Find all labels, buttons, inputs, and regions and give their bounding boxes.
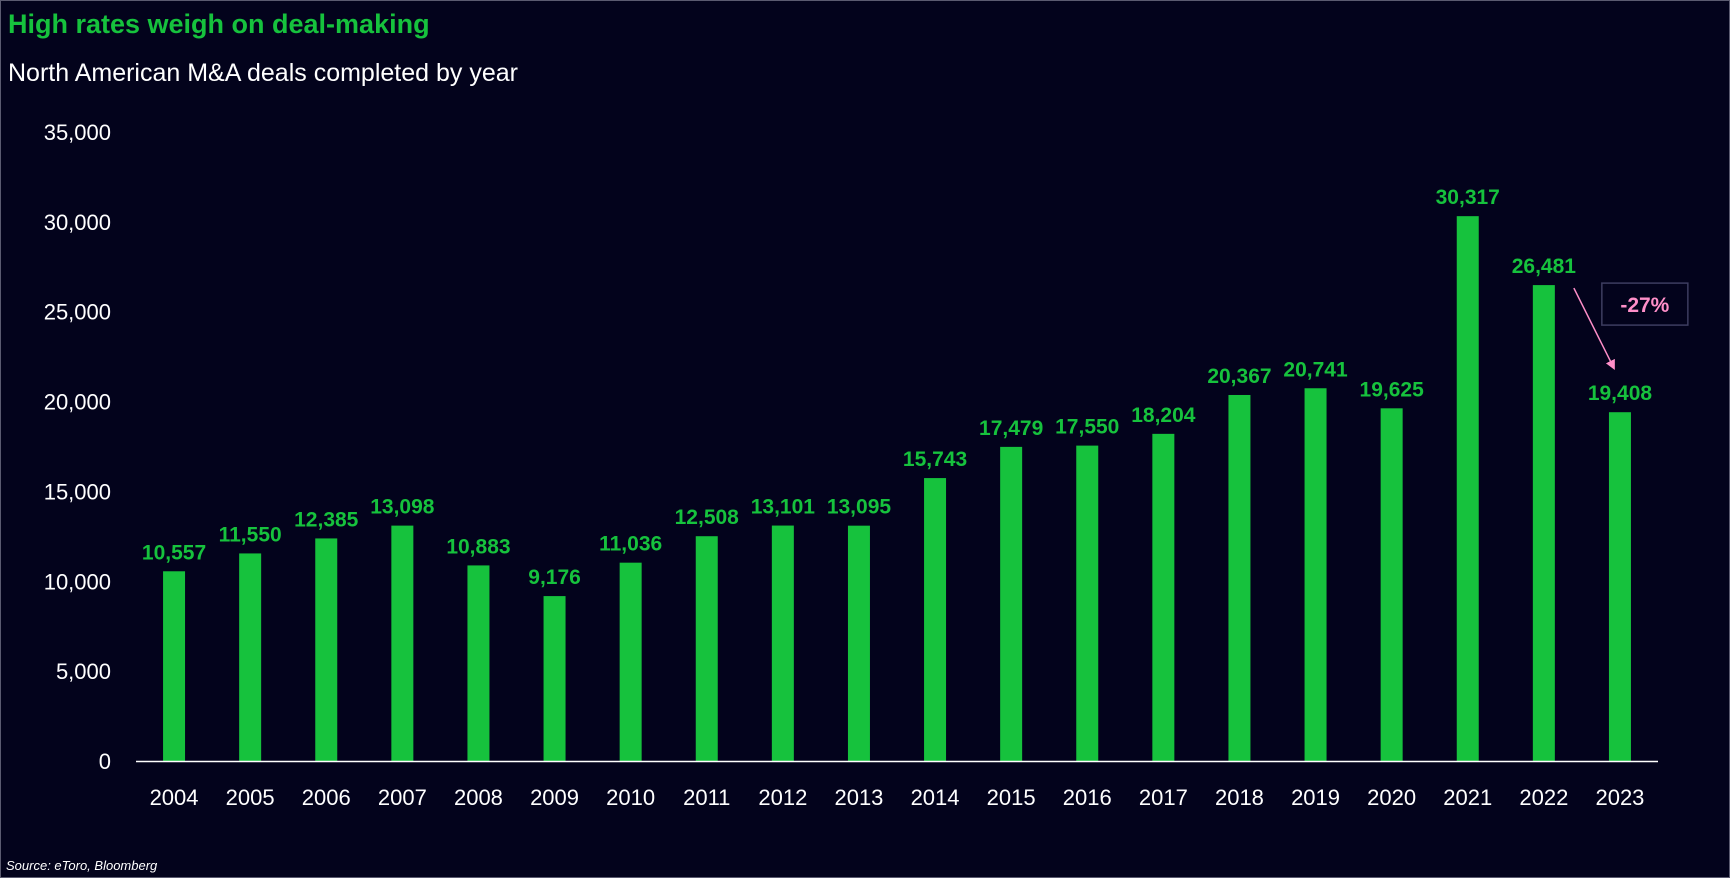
data-label: 12,508 — [675, 506, 740, 529]
data-label: 17,479 — [979, 417, 1043, 440]
x-tick-label: 2018 — [1215, 785, 1264, 810]
data-label: 9,176 — [528, 566, 581, 589]
y-tick-label: 10,000 — [44, 569, 111, 594]
bar — [467, 565, 490, 761]
data-label: 18,204 — [1131, 404, 1196, 427]
x-tick-label: 2016 — [1063, 785, 1112, 810]
x-tick-label: 2022 — [1519, 785, 1568, 810]
bar — [1152, 433, 1175, 761]
bar — [695, 536, 718, 761]
data-label: 20,367 — [1207, 365, 1271, 388]
data-label: 20,741 — [1283, 358, 1348, 381]
bar — [924, 478, 947, 761]
y-tick-label: 30,000 — [44, 210, 111, 235]
x-tick-label: 2011 — [683, 785, 730, 810]
bar — [315, 538, 338, 761]
change-annotation: -27% — [1573, 282, 1689, 370]
x-tick-label: 2017 — [1139, 785, 1188, 810]
x-tick-label: 2015 — [987, 785, 1036, 810]
y-tick-label: 25,000 — [44, 300, 111, 325]
bar — [1608, 412, 1631, 761]
x-tick-label: 2014 — [911, 785, 960, 810]
annotation-box — [1601, 282, 1689, 326]
x-tick-label: 2023 — [1595, 785, 1644, 810]
data-label: 15,743 — [903, 448, 967, 471]
data-label: 17,550 — [1055, 416, 1119, 439]
bar — [1000, 446, 1023, 761]
bar — [847, 525, 870, 761]
x-tick-label: 2020 — [1367, 785, 1416, 810]
x-tick-label: 2005 — [226, 785, 275, 810]
y-tick-label: 5,000 — [56, 659, 111, 684]
data-label: 13,101 — [751, 496, 816, 519]
data-labels: 10,557 11,550 12,385 13,098 10,883 9,176 11,03… — [142, 186, 1652, 589]
data-label: 13,095 — [827, 496, 892, 519]
x-tick-label: 2008 — [454, 785, 503, 810]
bar — [1304, 388, 1327, 761]
chart-subtitle: North American M&A deals completed by ye… — [8, 59, 518, 87]
bar — [239, 553, 262, 761]
y-tick-label: 20,000 — [44, 390, 111, 415]
bar — [771, 525, 794, 761]
data-label: 10,883 — [446, 535, 510, 558]
bar — [619, 562, 642, 761]
data-label: 26,481 — [1512, 255, 1577, 278]
data-label: 19,408 — [1588, 382, 1653, 405]
data-label: 13,098 — [370, 496, 435, 519]
annotation-label: -27% — [1620, 294, 1669, 317]
bar — [1228, 394, 1251, 761]
data-label: 11,036 — [599, 533, 662, 556]
data-label: 30,317 — [1436, 186, 1500, 209]
x-tick-label: 2021 — [1443, 785, 1492, 810]
x-tick-label: 2019 — [1291, 785, 1340, 810]
data-label: 10,557 — [142, 541, 206, 564]
y-tick-label: 35,000 — [44, 120, 111, 145]
data-label: 12,385 — [294, 508, 359, 531]
bar-series — [163, 216, 1631, 761]
annotation-arrow — [1573, 287, 1615, 370]
y-tick-label: 15,000 — [44, 479, 111, 504]
bar — [163, 571, 186, 761]
x-axis: 2004 2005 2006 2007 2008 2009 2010 2011 2012 2013… — [136, 760, 1658, 810]
y-tick-label: 0 — [99, 749, 111, 774]
x-tick-label: 2007 — [378, 785, 427, 810]
bar — [391, 525, 414, 761]
y-axis: 0 5,000 10,000 15,000 20,000 25,000 30,000 35,0… — [44, 120, 111, 774]
bar — [1076, 445, 1099, 761]
x-tick-label: 2009 — [530, 785, 579, 810]
chart-title: High rates weigh on deal-making — [8, 9, 430, 39]
data-label: 11,550 — [219, 523, 282, 546]
data-label: 19,625 — [1360, 378, 1425, 401]
bar — [1380, 408, 1403, 761]
x-tick-label: 2010 — [606, 785, 655, 810]
source-note: Source: eToro, Bloomberg — [6, 858, 158, 873]
bar — [543, 596, 566, 761]
x-tick-label: 2006 — [302, 785, 351, 810]
bar — [1456, 216, 1479, 761]
x-tick-label: 2013 — [834, 785, 883, 810]
bar — [1532, 285, 1555, 761]
x-tick-label: 2004 — [150, 785, 199, 810]
x-tick-label: 2012 — [758, 785, 807, 810]
